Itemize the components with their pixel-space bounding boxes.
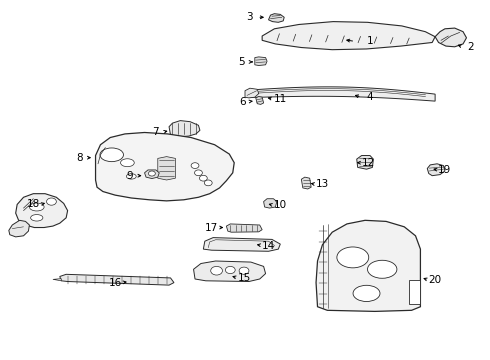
Ellipse shape — [100, 148, 123, 162]
Ellipse shape — [121, 159, 134, 167]
Circle shape — [191, 163, 199, 168]
Ellipse shape — [126, 174, 136, 179]
Text: 8: 8 — [76, 153, 83, 163]
Circle shape — [148, 171, 155, 176]
Text: 5: 5 — [238, 57, 245, 67]
Text: 6: 6 — [239, 96, 246, 107]
Text: 7: 7 — [152, 127, 159, 137]
Text: 12: 12 — [362, 158, 375, 168]
Text: 13: 13 — [316, 179, 329, 189]
Text: 4: 4 — [367, 92, 373, 102]
Polygon shape — [301, 177, 311, 189]
Polygon shape — [269, 14, 284, 22]
Polygon shape — [256, 96, 264, 104]
Bar — [409, 280, 420, 304]
Text: 9: 9 — [126, 171, 133, 181]
Ellipse shape — [337, 247, 368, 268]
Circle shape — [47, 198, 56, 205]
Text: 18: 18 — [26, 199, 40, 210]
Ellipse shape — [29, 203, 44, 211]
Circle shape — [239, 267, 249, 274]
Circle shape — [211, 266, 222, 275]
Polygon shape — [96, 132, 234, 201]
Circle shape — [195, 170, 202, 176]
Text: 11: 11 — [273, 94, 287, 104]
Polygon shape — [435, 28, 466, 47]
Text: 20: 20 — [429, 275, 441, 285]
Ellipse shape — [30, 215, 43, 221]
Polygon shape — [249, 87, 435, 101]
Polygon shape — [264, 199, 277, 208]
Polygon shape — [9, 220, 29, 237]
Polygon shape — [145, 170, 159, 179]
Polygon shape — [316, 220, 420, 311]
Ellipse shape — [353, 285, 380, 302]
Polygon shape — [427, 164, 445, 176]
Text: 15: 15 — [237, 273, 251, 283]
Polygon shape — [245, 88, 259, 98]
Polygon shape — [16, 194, 68, 228]
Text: 19: 19 — [438, 165, 452, 175]
Polygon shape — [203, 238, 280, 251]
Polygon shape — [194, 261, 266, 282]
Polygon shape — [169, 121, 200, 137]
Polygon shape — [60, 274, 174, 285]
Polygon shape — [158, 157, 175, 180]
Polygon shape — [357, 156, 373, 169]
Text: 14: 14 — [262, 240, 275, 251]
Ellipse shape — [368, 260, 397, 278]
Polygon shape — [226, 224, 262, 232]
Text: 17: 17 — [205, 222, 219, 233]
Circle shape — [199, 175, 207, 181]
Text: 10: 10 — [274, 200, 287, 210]
Text: 3: 3 — [246, 12, 253, 22]
Polygon shape — [262, 22, 435, 50]
Text: 2: 2 — [467, 42, 474, 52]
Text: 1: 1 — [367, 36, 373, 46]
Text: 16: 16 — [108, 278, 122, 288]
Polygon shape — [53, 279, 61, 281]
Polygon shape — [255, 57, 267, 66]
Circle shape — [204, 180, 212, 186]
Circle shape — [225, 266, 235, 274]
